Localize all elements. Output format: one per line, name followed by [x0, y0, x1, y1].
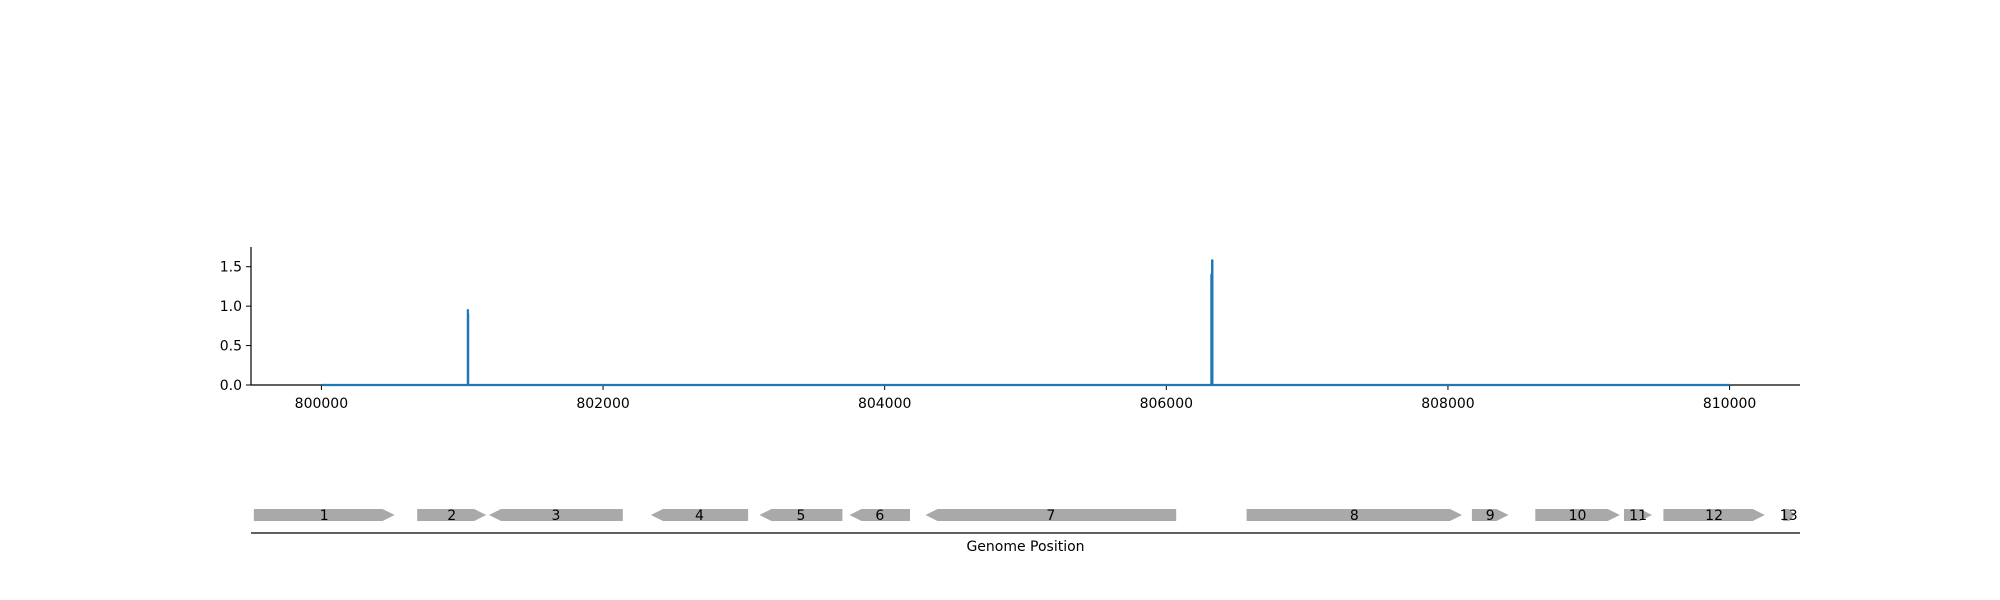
gene-label-2: 2 — [447, 508, 456, 524]
coverage-line — [321, 259, 1730, 387]
gene-label-1: 1 — [320, 508, 329, 524]
gene-label-11: 11 — [1629, 508, 1647, 524]
gene-track: 1 2 3 4 5 6 7 8 9 10 11 12 13 — [251, 508, 1800, 534]
gene-arrow-12 — [1663, 509, 1765, 521]
gene-label-9: 9 — [1486, 508, 1495, 524]
gene-label-7: 7 — [1046, 508, 1055, 524]
gene-arrow-3 — [489, 509, 623, 521]
y-tick-label: 0.5 — [220, 339, 242, 355]
gene-label-13: 13 — [1780, 508, 1798, 524]
gene-arrow-6 — [849, 509, 910, 521]
x-tick-label: 802000 — [576, 396, 629, 412]
gene-arrow-2 — [417, 509, 487, 521]
gene-arrow-9 — [1471, 509, 1509, 521]
gene-track-xlabel: Genome Position — [966, 539, 1084, 555]
gene-label-12: 12 — [1705, 508, 1723, 524]
x-tick-label: 804000 — [858, 396, 911, 412]
gene-arrow-5 — [759, 509, 843, 521]
gene-label-4: 4 — [695, 508, 704, 524]
gene-arrow-13 — [1783, 509, 1795, 521]
x-tick-label: 808000 — [1421, 396, 1474, 412]
y-tick-label: 1.0 — [220, 299, 242, 315]
y-tick-label: 0.0 — [220, 378, 242, 394]
gene-arrow-4 — [650, 509, 749, 521]
gene-label-8: 8 — [1350, 508, 1359, 524]
coverage-plot: 0.0 0.5 1.0 1.5 800000 802000 804000 806000 8080… — [220, 247, 1800, 412]
x-tick-label: 806000 — [1140, 396, 1193, 412]
x-tick-label: 810000 — [1703, 396, 1756, 412]
gene-arrow-10 — [1535, 509, 1620, 521]
gene-arrow-11 — [1624, 509, 1653, 521]
gene-arrow-7 — [925, 509, 1177, 521]
gene-label-3: 3 — [551, 508, 560, 524]
gene-label-6: 6 — [875, 508, 884, 524]
gene-arrow-8 — [1246, 509, 1462, 521]
gene-label-5: 5 — [796, 508, 805, 524]
gene-label-10: 10 — [1569, 508, 1587, 524]
y-tick-label: 1.5 — [220, 260, 242, 276]
gene-arrow-1 — [253, 509, 395, 521]
x-tick-label: 800000 — [295, 396, 348, 412]
